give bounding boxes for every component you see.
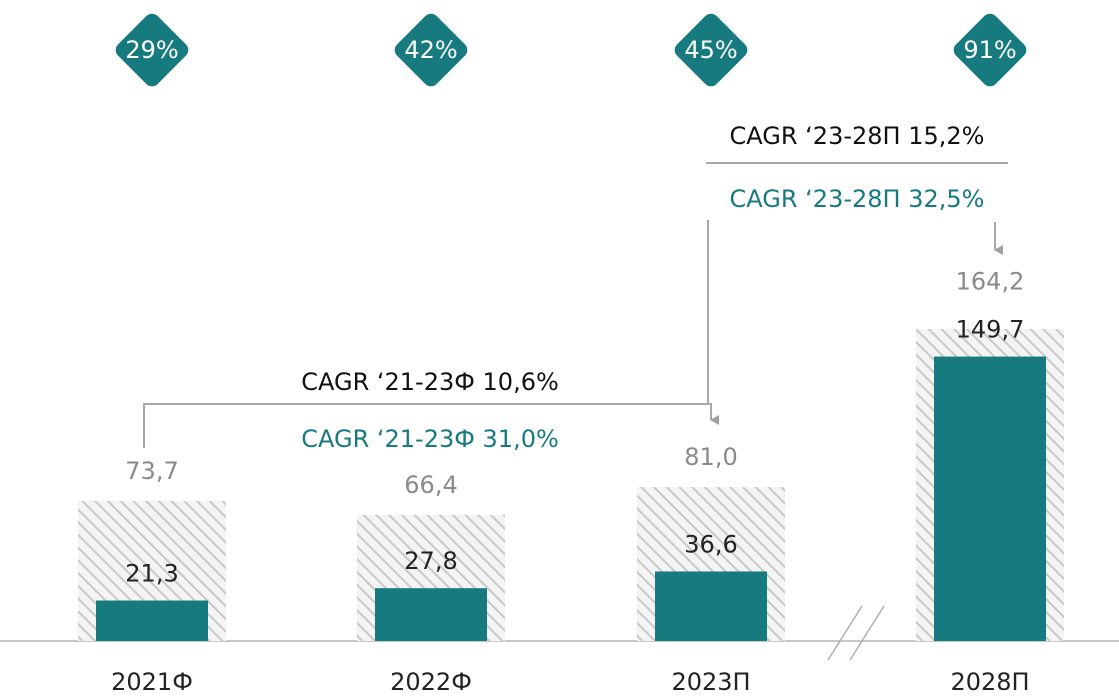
bar bbox=[934, 356, 1046, 641]
data-label: 36,6 bbox=[684, 530, 737, 558]
x-tick-label: 2022Ф bbox=[390, 668, 472, 696]
share-diamond bbox=[674, 13, 748, 87]
x-tick-label: 2023П bbox=[671, 668, 750, 696]
share-label: 91% bbox=[963, 36, 1016, 64]
share-label: 45% bbox=[684, 36, 737, 64]
x-tick-label: 2021Ф bbox=[111, 668, 193, 696]
bar bbox=[96, 600, 208, 641]
data-label: 21,3 bbox=[125, 560, 178, 588]
bar bbox=[655, 571, 767, 641]
data-label: 81,0 bbox=[684, 443, 737, 471]
share-label: 42% bbox=[404, 36, 457, 64]
axis-break bbox=[827, 605, 863, 661]
share-label: 29% bbox=[125, 36, 178, 64]
cagr-annotation: CAGR ‘23-28П 15,2% bbox=[730, 122, 985, 150]
x-tick-label: 2028П bbox=[950, 668, 1029, 696]
data-label: 27,8 bbox=[404, 547, 457, 575]
cagr-annotation: CAGR ‘21-23Ф 31,0% bbox=[301, 425, 559, 453]
data-label: 66,4 bbox=[404, 471, 457, 499]
bar bbox=[375, 588, 487, 641]
cagr-annotation: CAGR ‘23-28П 32,5% bbox=[730, 185, 985, 213]
cagr-bracket bbox=[143, 403, 719, 448]
data-label: 73,7 bbox=[125, 457, 178, 485]
axis-break bbox=[849, 605, 885, 661]
share-diamond bbox=[394, 13, 468, 87]
data-label: 149,7 bbox=[956, 316, 1025, 344]
share-diamond bbox=[953, 13, 1027, 87]
cagr-annotation: CAGR ‘21-23Ф 10,6% bbox=[301, 368, 559, 396]
share-diamond bbox=[115, 13, 189, 87]
data-label: 164,2 bbox=[956, 268, 1025, 296]
